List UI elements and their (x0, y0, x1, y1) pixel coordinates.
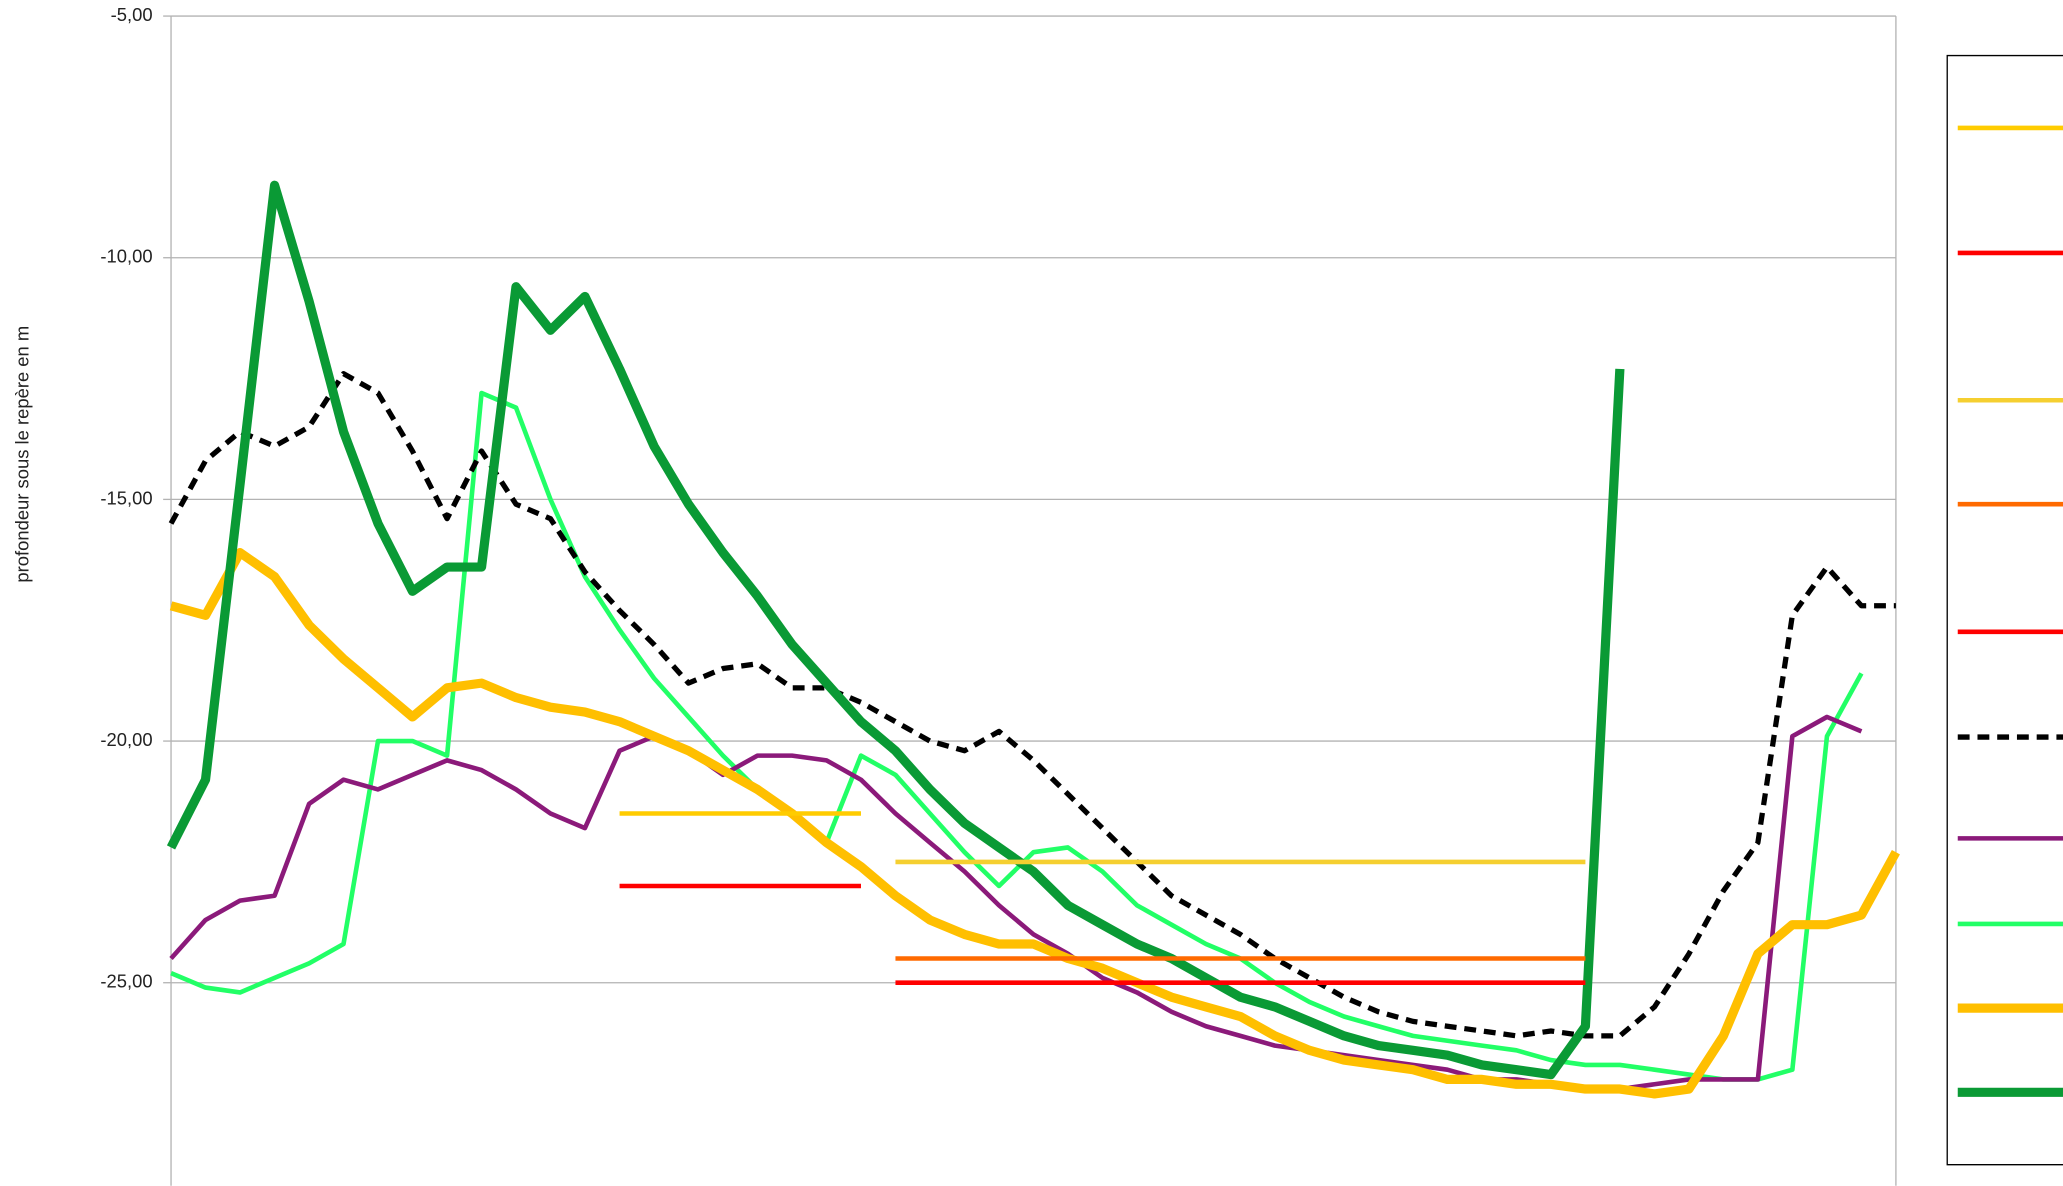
y-axis-label: profondeur sous le repère en m (12, 326, 33, 583)
data-line (169, 548, 1900, 1099)
y-tick-label: -15,00 (100, 487, 152, 508)
y-tick-label: -10,00 (100, 246, 152, 267)
data-line (169, 714, 1863, 1092)
y-tick-label: -25,00 (100, 971, 152, 992)
data-line (166, 180, 1625, 1080)
legend-box (1946, 54, 2063, 1166)
y-tick-label: -20,00 (100, 729, 152, 750)
data-line (168, 371, 1896, 1039)
data-line (170, 390, 1864, 1082)
y-tick-label: -5,00 (111, 4, 153, 25)
